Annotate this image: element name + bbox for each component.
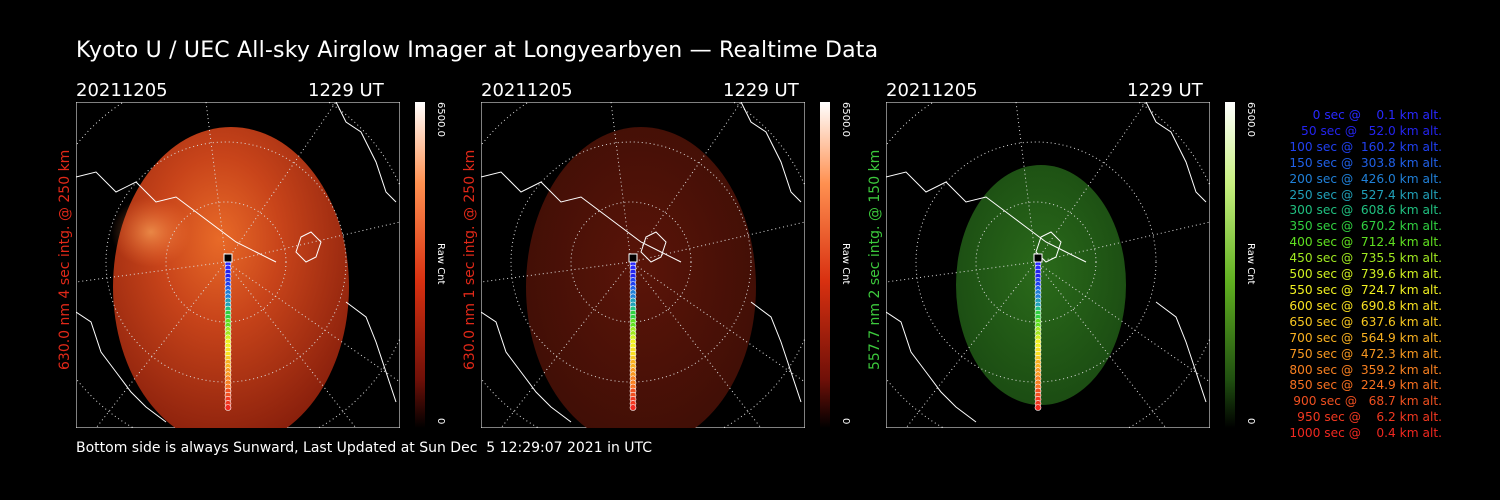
all-sky-map-2: [481, 102, 805, 428]
panel-2-date: 20211205: [481, 80, 573, 101]
legend-entry: 850 sec @ 224.9 km alt.: [1285, 378, 1442, 393]
panel-3-date: 20211205: [886, 80, 978, 101]
trajectory-start-marker: [1033, 253, 1043, 263]
all-sky-map-3: [886, 102, 1210, 428]
colorbar-2: [820, 102, 830, 428]
legend-entry: 500 sec @ 739.6 km alt.: [1285, 267, 1442, 282]
panel-3-side-label: 557.7 nm 2 sec intg. @ 150 km: [867, 149, 883, 370]
panel-1-date: 20211205: [76, 80, 168, 101]
legend-entry: 750 sec @ 472.3 km alt.: [1285, 346, 1442, 361]
legend-entry: 300 sec @ 608.6 km alt.: [1285, 203, 1442, 218]
colorbar-3: [1225, 102, 1235, 428]
page-title: Kyoto U / UEC All-sky Airglow Imager at …: [76, 38, 879, 63]
legend-entry: 600 sec @ 690.8 km alt.: [1285, 298, 1442, 313]
legend-entry: 100 sec @ 160.2 km alt.: [1285, 139, 1442, 154]
legend-entry: 700 sec @ 564.9 km alt.: [1285, 330, 1442, 345]
coastline: [76, 102, 397, 423]
trajectory-point: [224, 404, 232, 411]
legend-entry: 650 sec @ 637.6 km alt.: [1285, 314, 1442, 329]
legend-entry: 900 sec @ 68.7 km alt.: [1289, 394, 1442, 409]
colorbar-2-min: 0: [840, 418, 851, 425]
airglow-image-630nm-1s: [481, 102, 805, 428]
coastline: [481, 102, 802, 423]
legend-entry: 450 sec @ 735.5 km alt.: [1285, 251, 1442, 266]
panel-1-time: 1229 UT: [308, 80, 384, 101]
legend-entry: 200 sec @ 426.0 km alt.: [1285, 171, 1442, 186]
legend-entry: 400 sec @ 712.4 km alt.: [1285, 235, 1442, 250]
panel-1-side-label: 630.0 nm 4 sec intg. @ 250 km: [57, 149, 73, 370]
airglow-image-557nm-2s: [886, 102, 1210, 428]
legend-entry: 350 sec @ 670.2 km alt.: [1285, 219, 1442, 234]
airglow-image-630nm-4s: [76, 102, 400, 428]
colorbar-3-min: 0: [1245, 418, 1256, 425]
trajectory-start-marker: [628, 253, 638, 263]
colorbar-1-max: 6500.0: [435, 102, 446, 137]
colorbar-1: [415, 102, 425, 428]
panel-2-time: 1229 UT: [723, 80, 799, 101]
footer-note: Bottom side is always Sunward, Last Upda…: [76, 440, 653, 456]
trajectory-start-marker: [223, 253, 233, 263]
legend-entry: 250 sec @ 527.4 km alt.: [1285, 187, 1442, 202]
trajectory-point: [1034, 404, 1042, 411]
legend-entry: 800 sec @ 359.2 km alt.: [1285, 362, 1442, 377]
colorbar-2-unit: Raw Cnt: [840, 243, 851, 285]
panel-2-side-label: 630.0 nm 1 sec intg. @ 250 km: [462, 149, 478, 370]
legend-entry: 0 sec @ 0.1 km alt.: [1301, 108, 1442, 122]
colorbar-3-unit: Raw Cnt: [1245, 243, 1256, 285]
all-sky-map-1: [76, 102, 400, 428]
panel-3-time: 1229 UT: [1127, 80, 1203, 101]
airglow-region: [526, 127, 756, 428]
colorbar-2-max: 6500.0: [840, 102, 851, 137]
colorbar-3-max: 6500.0: [1245, 102, 1256, 137]
colorbar-1-min: 0: [435, 418, 446, 425]
legend-entry: 950 sec @ 6.2 km alt.: [1293, 410, 1442, 425]
legend-entry: 550 sec @ 724.7 km alt.: [1285, 282, 1442, 297]
legend-entry: 150 sec @ 303.8 km alt.: [1285, 155, 1442, 170]
legend-entry: 1000 sec @ 0.4 km alt.: [1289, 426, 1442, 441]
coastline: [886, 102, 1207, 423]
trajectory-point: [629, 404, 637, 411]
trajectory-legend: 0 sec @ 0.1 km alt. 50 sec @ 52.0 km alt…: [1262, 108, 1442, 442]
legend-entry: 50 sec @ 52.0 km alt.: [1293, 123, 1442, 138]
colorbar-1-unit: Raw Cnt: [435, 243, 446, 285]
